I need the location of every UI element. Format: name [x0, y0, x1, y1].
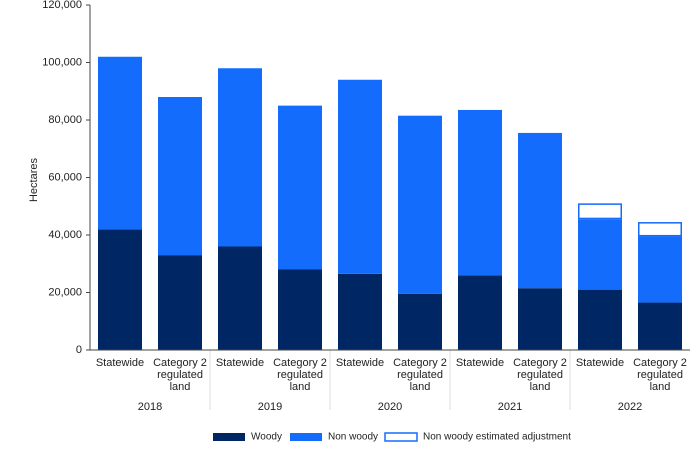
legend-swatch	[213, 433, 245, 441]
x-tick-label: Category 2 regulated land	[513, 357, 567, 393]
x-tick-label: Statewide	[215, 357, 265, 369]
group-label: 2020	[377, 401, 403, 413]
bar-segment	[458, 109, 502, 276]
x-tick-label: Category 2 regulated land	[153, 357, 207, 393]
bar-segment	[278, 105, 322, 270]
bar-segment	[638, 302, 682, 350]
bar-segment	[338, 273, 382, 350]
legend-swatch	[290, 433, 322, 441]
x-tick-label: Statewide	[335, 357, 385, 369]
legend-label: Woody	[251, 432, 282, 443]
group-label: 2021	[497, 401, 523, 413]
group-label: 2022	[617, 401, 643, 413]
bar-segment	[578, 289, 622, 350]
bar-segment	[278, 269, 322, 350]
y-axis-label: Hectares	[28, 157, 40, 202]
y-tick-label: 80,000	[48, 114, 82, 126]
bar-segment	[398, 293, 442, 350]
x-tick-label: Category 2 regulated land	[393, 357, 447, 393]
bar-segment	[218, 246, 262, 350]
bar-segment	[458, 275, 502, 350]
group-label: 2019	[257, 401, 283, 413]
legend-label: Non woody	[328, 432, 378, 443]
bar-segment	[158, 97, 202, 256]
legend-label: Non woody estimated adjustment	[423, 432, 571, 443]
legend-swatch	[384, 432, 418, 442]
bar-segment	[338, 79, 382, 274]
y-tick-label: 100,000	[42, 56, 82, 68]
adjustment-bar	[578, 203, 622, 220]
bar-segment	[158, 255, 202, 350]
bar-segment	[638, 236, 682, 303]
bar-segment	[98, 56, 142, 230]
x-tick-label: Statewide	[575, 357, 625, 369]
y-tick-label: 120,000	[42, 0, 82, 11]
adjustment-bar	[638, 222, 682, 237]
y-tick-label: 40,000	[48, 229, 82, 241]
y-tick-label: 20,000	[48, 286, 82, 298]
bar-segment	[98, 229, 142, 350]
bar-segment	[218, 68, 262, 247]
x-tick-label: Category 2 regulated land	[273, 357, 327, 393]
x-tick-label: Statewide	[95, 357, 145, 369]
group-label: 2018	[137, 401, 163, 413]
y-tick-label: 0	[76, 344, 82, 356]
bar-segment	[518, 288, 562, 350]
x-tick-label: Category 2 regulated land	[633, 357, 687, 393]
y-tick-label: 60,000	[48, 171, 82, 183]
bar-segment	[578, 219, 622, 290]
x-tick-label: Statewide	[455, 357, 505, 369]
bar-segment	[518, 132, 562, 289]
bar-segment	[398, 115, 442, 294]
